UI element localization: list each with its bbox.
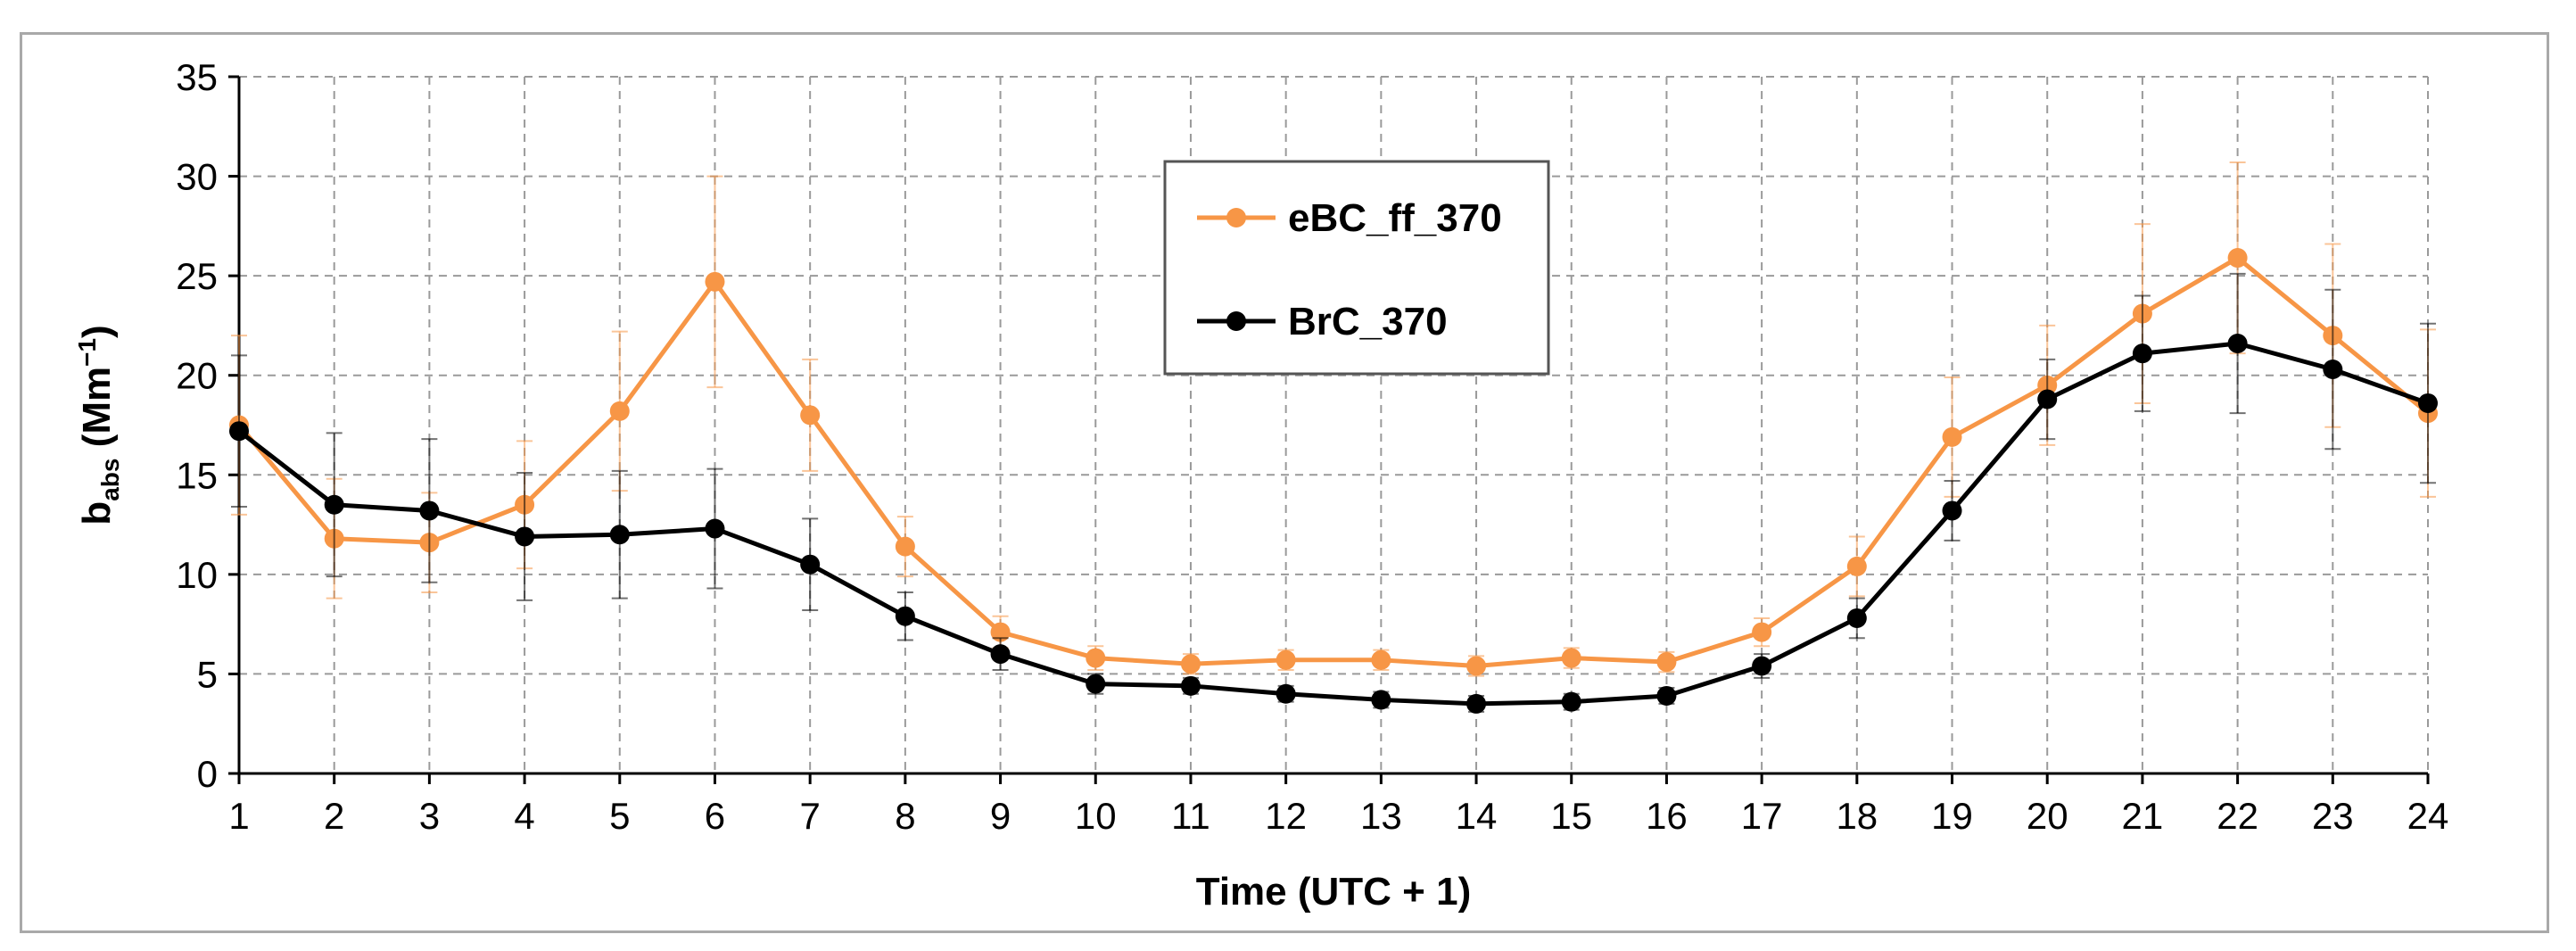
x-tick-label: 1 [228,795,249,837]
x-tick-label: 9 [990,795,1011,837]
x-tick-label: 16 [1646,795,1688,837]
x-tick-label: 13 [1360,795,1402,837]
y-axis-title-main: b [75,501,119,525]
x-tick-label: 5 [609,795,630,837]
x-tick-label: 20 [2027,795,2068,837]
series-eBC_ff_370 [229,161,2438,677]
data-point [229,421,249,442]
data-point [1371,649,1391,670]
data-point [1180,675,1201,696]
data-point [1656,652,1677,673]
series-line [237,255,2430,669]
y-tick-label: 10 [176,554,218,596]
data-point [1466,693,1487,714]
legend-swatch-marker [1226,208,1246,227]
data-point [1846,608,1867,628]
data-point [705,271,725,292]
data-point [609,401,630,421]
x-tick-label: 11 [1171,795,1210,837]
legend-label: eBC_ff_370 [1288,196,1502,240]
legend-item: BrC_370 [1197,300,1448,343]
data-point [705,518,725,539]
data-point [990,644,1011,665]
y-tick-label: 0 [197,753,218,795]
data-point [1466,656,1487,676]
y-tick-label: 35 [176,56,218,98]
data-point [895,536,915,557]
x-tick-label: 10 [1075,795,1117,837]
data-point [2227,248,2248,269]
data-point [419,500,440,521]
x-tick-label: 21 [2122,795,2164,837]
y-axis-title: babs (Mm−1) [73,325,124,525]
y-axis-title-unit: (Mm [75,367,119,459]
series-layer [229,161,2438,714]
x-tick-label: 6 [705,795,725,837]
data-point [2037,389,2058,409]
x-tick-label: 3 [419,795,440,837]
chart-frame: 0 5 10 15 20 25 30 35 1 2 3 4 5 6 7 8 9 10 11 12 13 14 15 16 17 1… [20,32,2549,933]
y-tick-label: 20 [176,355,218,397]
data-point [1942,500,1962,521]
y-tick-label: 15 [176,454,218,496]
legend-item: eBC_ff_370 [1197,196,1502,240]
x-tick-label: 7 [799,795,820,837]
data-point [1086,674,1106,694]
data-point [1656,685,1677,706]
x-tick-label: 22 [2217,795,2258,837]
legend: eBC_ff_370 BrC_370 [1163,160,1550,376]
x-tick-label: 4 [514,795,534,837]
x-axis-title: Time (UTC + 1) [1196,870,1471,914]
y-tick-label: 25 [176,255,218,297]
y-axis-title-subscript: abs [96,459,124,501]
data-point [1846,556,1867,576]
data-point [895,606,915,626]
data-point [800,405,821,426]
series-line [237,341,2429,707]
legend-swatch-marker [1226,311,1246,331]
data-point [2227,334,2248,354]
data-point [1276,683,1296,704]
data-point [324,494,344,515]
data-point [1086,648,1106,668]
data-point [1561,691,1581,712]
x-tick-label: 2 [324,795,344,837]
legend-box [1163,160,1550,376]
data-point [2418,393,2438,413]
data-point [609,525,630,545]
data-point [2132,343,2152,364]
data-point [1752,622,1772,642]
x-tick-label: 12 [1265,795,1307,837]
x-tick-label: 24 [2407,795,2449,837]
y-axis-title-unit-superscript: −1 [73,338,101,367]
y-tick-label: 30 [176,156,218,198]
x-tick-label: 14 [1456,795,1498,837]
x-tick-label: 23 [2312,795,2354,837]
data-point [1752,656,1772,676]
data-point [990,622,1011,642]
y-tick-label: 5 [197,653,218,695]
data-point [1180,654,1201,674]
data-point [1942,426,1962,447]
x-tick-label: 8 [895,795,915,837]
x-tick-label: 19 [1931,795,1973,837]
data-point [1561,648,1581,668]
data-point [515,526,535,547]
x-tick-label: 15 [1550,795,1592,837]
x-tick-label: 18 [1836,795,1878,837]
data-point [1371,690,1391,710]
data-point [1276,649,1296,670]
legend-label: BrC_370 [1288,300,1448,343]
series-BrC_370 [229,272,2438,714]
y-axis-title-unit-close: ) [75,325,119,338]
x-tick-label: 17 [1741,795,1783,837]
data-point [800,554,821,575]
data-point [2323,360,2343,380]
